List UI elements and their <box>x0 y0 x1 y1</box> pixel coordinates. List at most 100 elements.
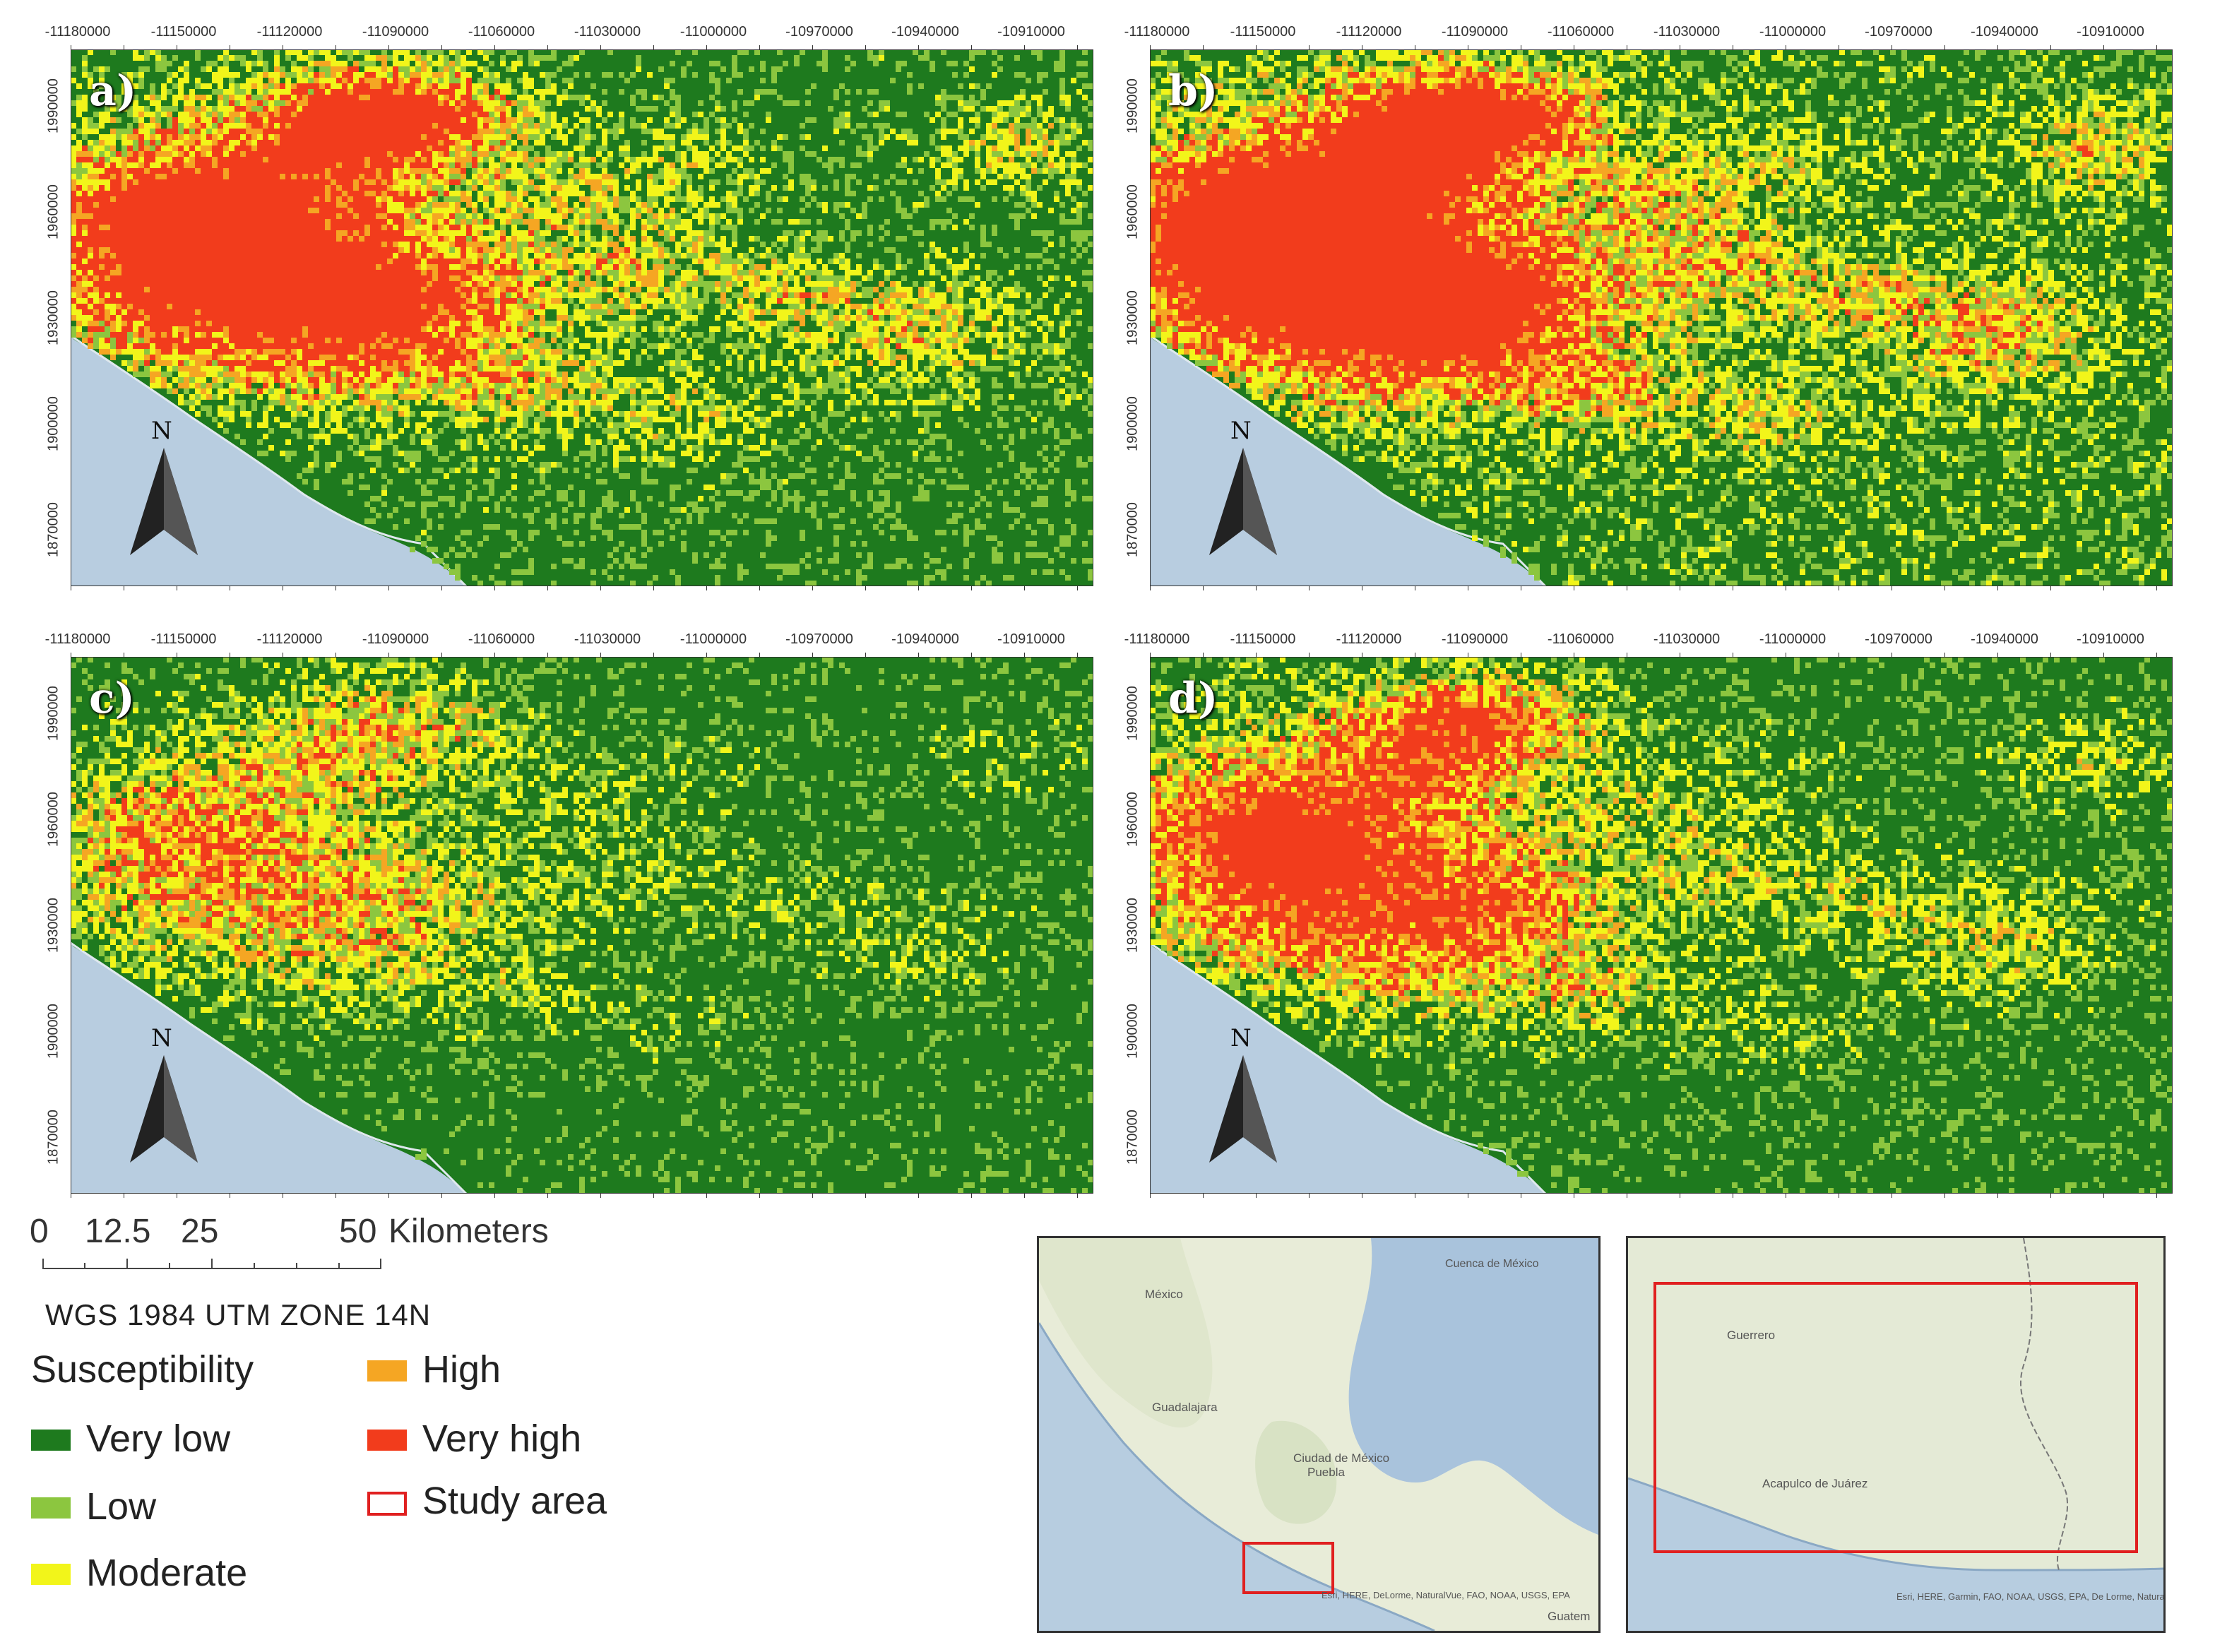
x-tick-label: -11090000 <box>1442 631 1508 648</box>
x-tick-label: -10910000 <box>997 631 1065 648</box>
top-tick-marks <box>71 45 1093 49</box>
panel-label-a: a) <box>89 66 136 116</box>
inset-credit: Esri, HERE, DeLorme, NaturalVue, FAO, NO… <box>1322 1590 1570 1600</box>
top-tick-marks <box>71 653 1093 657</box>
y-tick-label: 1990000 <box>46 78 62 133</box>
x-tick-label: -11000000 <box>680 24 747 40</box>
y-tick-label: 1960000 <box>1125 792 1141 847</box>
x-tick-label: -11000000 <box>1759 24 1826 40</box>
inset-label: Guadalajara <box>1152 1401 1218 1415</box>
scale-label-0: 0 <box>30 1212 49 1251</box>
y-tick-label: 1930000 <box>1125 290 1141 345</box>
y-tick-label: 1900000 <box>46 396 62 451</box>
bottom-tick-marks <box>1150 1194 2173 1198</box>
y-tick-labels: 1990000 1960000 1930000 1900000 1870000 <box>1116 657 1144 1194</box>
x-tick-labels: -11180000 -11150000 -11120000 -11090000 -110… <box>42 631 1130 653</box>
y-tick-label: 1870000 <box>46 502 62 557</box>
y-tick-labels: 1990000 1960000 1930000 1900000 1870000 <box>37 49 65 586</box>
y-tick-label: 1900000 <box>1125 396 1141 451</box>
y-tick-label: 1990000 <box>1125 686 1141 741</box>
y-tick-label: 1870000 <box>1125 1110 1141 1165</box>
inset-label: Guatem <box>1548 1610 1590 1624</box>
panel-label-b: b) <box>1168 66 1218 116</box>
x-tick-label: -10940000 <box>1971 24 2038 40</box>
north-label: N <box>151 417 172 445</box>
x-tick-labels: -11180000 -11150000 -11120000 -11090000 -110… <box>1122 24 2209 45</box>
x-tick-label: -11060000 <box>468 631 535 648</box>
inset-label: Acapulco de Juárez <box>1762 1477 1867 1491</box>
x-tick-label: -10940000 <box>891 24 959 40</box>
y-tick-label: 1960000 <box>46 792 62 847</box>
susceptibility-raster <box>71 49 1093 586</box>
inset-label: Guerrero <box>1727 1329 1775 1343</box>
x-tick-label: -11150000 <box>1230 24 1296 40</box>
x-tick-label: -11150000 <box>1230 631 1296 648</box>
x-tick-label: -11090000 <box>1442 24 1508 40</box>
y-tick-label: 1990000 <box>46 686 62 741</box>
inset-label: Cuenca de México <box>1445 1258 1539 1271</box>
x-tick-label: -11150000 <box>151 24 217 40</box>
inset-credit: Esri, HERE, Garmin, FAO, NOAA, USGS, EPA… <box>1896 1591 2163 1602</box>
susceptibility-raster <box>1150 49 2173 586</box>
susceptibility-map-c <box>71 657 1093 1194</box>
map-panel-d: -11180000 -11150000 -11120000 -11090000 -110… <box>1124 631 2173 1198</box>
panel-label-c: c) <box>89 674 135 723</box>
legend-swatch <box>367 1430 407 1451</box>
legend-swatch <box>31 1497 71 1519</box>
inset-map-study-area: Guerrero Acapulco de Juárez Esri, HERE, … <box>1626 1236 2166 1633</box>
x-tick-label: -11180000 <box>45 631 111 648</box>
bottom-tick-marks <box>71 586 1093 590</box>
map-panel-c: -11180000 -11150000 -11120000 -11090000 -110… <box>45 631 1093 1198</box>
coastline <box>1150 941 1547 1194</box>
y-tick-label: 1900000 <box>46 1004 62 1059</box>
study-area-box <box>1653 1282 2138 1553</box>
susceptibility-map-d <box>1150 657 2173 1194</box>
inset-label: México <box>1145 1288 1183 1302</box>
x-tick-label: -10910000 <box>2077 24 2144 40</box>
bottom-tick-marks <box>1150 586 2173 590</box>
x-tick-label: -11180000 <box>1124 24 1190 40</box>
x-tick-label: -10910000 <box>2077 631 2144 648</box>
susceptibility-map-b <box>1150 49 2173 586</box>
legend-swatch <box>31 1430 71 1451</box>
x-tick-label: -10940000 <box>1971 631 2038 648</box>
north-arrow-icon: N <box>121 417 206 558</box>
y-tick-label: 1960000 <box>46 184 62 239</box>
coastline <box>71 941 468 1194</box>
inset-map-mexico: Cuenca de México México Guadalajara Ciud… <box>1037 1236 1601 1633</box>
x-tick-label: -11030000 <box>574 24 641 40</box>
north-label: N <box>1230 417 1252 445</box>
x-tick-label: -11000000 <box>1759 631 1826 648</box>
scale-bar-ruler <box>42 1259 381 1269</box>
y-tick-label: 1930000 <box>46 290 62 345</box>
x-tick-label: -11150000 <box>151 631 217 648</box>
scale-bar: 0 12.5 25 50 Kilometers <box>28 1212 565 1283</box>
x-tick-label: -11120000 <box>257 24 323 40</box>
north-arrow-icon: N <box>1201 1024 1285 1165</box>
x-tick-label: -11030000 <box>1653 24 1720 40</box>
panel-label-d: d) <box>1168 674 1218 723</box>
coastline <box>1150 334 1547 586</box>
x-tick-label: -10970000 <box>785 24 853 40</box>
y-tick-label: 1870000 <box>1125 502 1141 557</box>
inset-label: Puebla <box>1307 1466 1345 1480</box>
x-tick-label: -10910000 <box>997 24 1065 40</box>
x-tick-labels: -11180000 -11150000 -11120000 -11090000 -110… <box>42 24 1130 45</box>
y-tick-labels: 1990000 1960000 1930000 1900000 1870000 <box>37 657 65 1194</box>
legend-swatch <box>367 1360 407 1381</box>
x-tick-label: -10970000 <box>1865 631 1932 648</box>
scale-label-50: 50 <box>339 1212 376 1251</box>
map-panel-b: -11180000 -11150000 -11120000 -11090000 -110… <box>1124 24 2173 590</box>
x-tick-label: -11060000 <box>1548 631 1614 648</box>
legend-swatch <box>31 1564 71 1585</box>
susceptibility-raster <box>1150 657 2173 1194</box>
coordinate-system: WGS 1984 UTM ZONE 14N <box>45 1298 431 1332</box>
x-tick-label: -11090000 <box>362 24 429 40</box>
x-tick-label: -11120000 <box>1336 631 1402 648</box>
y-tick-labels: 1990000 1960000 1930000 1900000 1870000 <box>1116 49 1144 586</box>
x-tick-label: -11090000 <box>362 631 429 648</box>
north-arrow-icon: N <box>1201 417 1285 558</box>
top-tick-marks <box>1150 45 2173 49</box>
x-tick-label: -11000000 <box>680 631 747 648</box>
x-tick-label: -10940000 <box>891 631 959 648</box>
